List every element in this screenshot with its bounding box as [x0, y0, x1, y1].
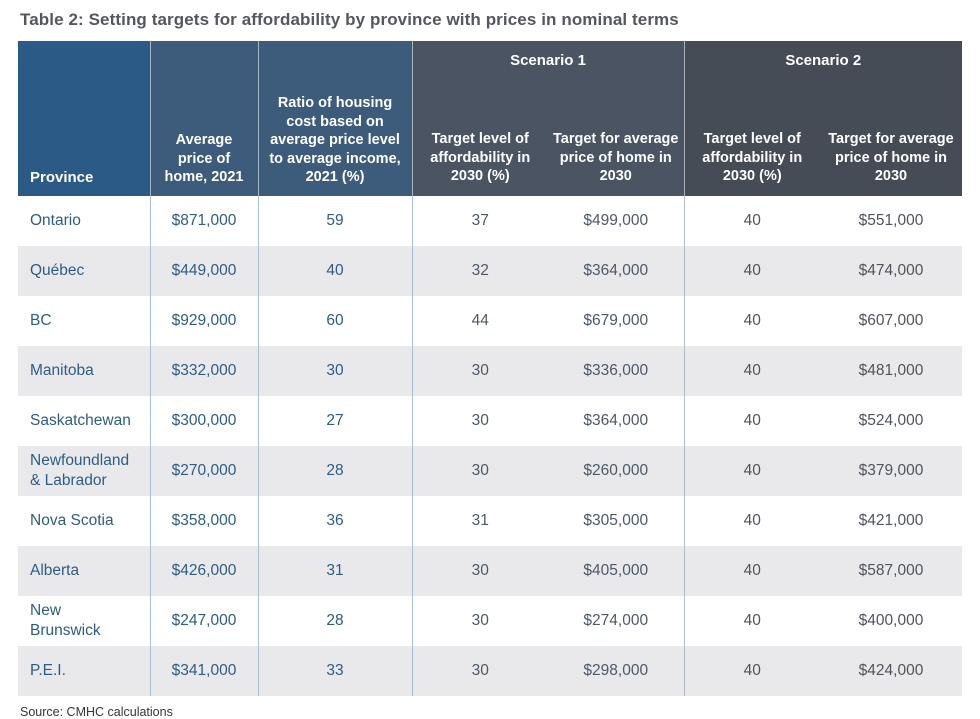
cell-s1-target-level: 37	[411, 196, 548, 246]
cell-s2-target-price: $379,000	[858, 462, 924, 479]
cell-province: BC	[30, 311, 52, 329]
group-header-scenario-1: Scenario 1	[411, 41, 684, 81]
cell-avg-price: $300,000	[149, 396, 258, 446]
table-row: BC $929,000 60 44 $679,000 40 $607,000	[18, 296, 962, 346]
cell-s2-target-level: 40	[683, 646, 820, 696]
source-note: Source: CMHC calculations	[20, 705, 173, 719]
cell-s1-target-price: $305,000	[583, 512, 649, 529]
table-row: New Brunswick $247,000 28 30 $274,000 40 $400,…	[18, 596, 962, 646]
column-header-s2-target-price: Target for average price of home in 2030	[820, 81, 962, 196]
column-header-ratio: Ratio of housing cost based on average p…	[257, 41, 412, 196]
table-row: Québec $449,000 40 32 $364,000 40 $474,000	[18, 246, 962, 296]
cell-s1-target-price: $274,000	[583, 612, 649, 629]
cell-s1-target-level: 30	[411, 346, 548, 396]
cell-ratio: 59	[257, 196, 412, 246]
table-body: Ontario $871,000 59 37 $499,000 40 $551,000 Qué…	[18, 196, 962, 696]
cell-ratio: 31	[257, 546, 412, 596]
cell-s2-target-price: $551,000	[858, 212, 924, 229]
table-row: Manitoba $332,000 30 30 $336,000 40 $481,000	[18, 346, 962, 396]
cell-ratio: 28	[257, 596, 412, 646]
table-row: Saskatchewan $300,000 27 30 $364,000 40 $524,0…	[18, 396, 962, 446]
cell-s1-target-level: 30	[411, 396, 548, 446]
cell-s1-target-level: 31	[411, 496, 548, 546]
cell-s1-target-level: 30	[411, 446, 548, 496]
cell-avg-price: $426,000	[149, 546, 258, 596]
group-header-scenario-2: Scenario 2	[683, 41, 962, 81]
table-row: Newfoundland & Labrador $270,000 28 30 $260,…	[18, 446, 962, 496]
cell-province: Nova Scotia	[30, 511, 114, 529]
cell-avg-price: $341,000	[149, 646, 258, 696]
cell-s2-target-level: 40	[683, 296, 820, 346]
cell-province: New Brunswick	[30, 601, 101, 639]
cell-avg-price: $871,000	[149, 196, 258, 246]
cell-s1-target-level: 30	[411, 646, 548, 696]
cell-s2-target-price: $424,000	[858, 662, 924, 679]
cell-ratio: 30	[257, 346, 412, 396]
cell-avg-price: $332,000	[149, 346, 258, 396]
cell-province: Saskatchewan	[30, 411, 131, 429]
cell-avg-price: $270,000	[149, 446, 258, 496]
cell-avg-price: $449,000	[149, 246, 258, 296]
cell-s2-target-level: 40	[683, 596, 820, 646]
cell-s2-target-price: $607,000	[858, 312, 924, 329]
cell-s1-target-level: 30	[411, 546, 548, 596]
column-header-s1-target-price: Target for average price of home in 2030	[548, 81, 684, 196]
cell-s2-target-price: $421,000	[858, 512, 924, 529]
cell-ratio: 40	[257, 246, 412, 296]
cell-s1-target-level: 30	[411, 596, 548, 646]
cell-province: Alberta	[30, 561, 80, 579]
cell-s2-target-price: $400,000	[858, 612, 924, 629]
column-header-avg-price: Average price of home, 2021	[149, 41, 258, 196]
cell-s1-target-price: $679,000	[583, 312, 649, 329]
cell-s1-target-price: $336,000	[583, 362, 649, 379]
cell-s1-target-price: $260,000	[583, 462, 649, 479]
cell-s2-target-price: $524,000	[858, 412, 924, 429]
column-header-s2-target-level: Target level of affordability in 2030 (%…	[683, 81, 820, 196]
table-row: Nova Scotia $358,000 36 31 $305,000 40 $421,00…	[18, 496, 962, 546]
column-header-province: Province	[18, 41, 150, 196]
cell-province: Manitoba	[30, 361, 94, 379]
cell-ratio: 36	[257, 496, 412, 546]
page-title: Table 2: Setting targets for affordabili…	[20, 10, 679, 29]
cell-s1-target-level: 44	[411, 296, 548, 346]
cell-province: Newfoundland & Labrador	[30, 451, 130, 489]
cell-province: Ontario	[30, 211, 81, 229]
cell-s2-target-price: $481,000	[858, 362, 924, 379]
cell-s1-target-level: 32	[411, 246, 548, 296]
cell-s2-target-price: $474,000	[858, 262, 924, 279]
cell-province: Québec	[30, 261, 85, 279]
cell-ratio: 33	[257, 646, 412, 696]
cell-avg-price: $358,000	[149, 496, 258, 546]
cell-ratio: 27	[257, 396, 412, 446]
cell-ratio: 60	[257, 296, 412, 346]
table-row: Alberta $426,000 31 30 $405,000 40 $587,000	[18, 546, 962, 596]
cell-s2-target-level: 40	[683, 196, 820, 246]
cell-ratio: 28	[257, 446, 412, 496]
cell-avg-price: $929,000	[149, 296, 258, 346]
cell-s2-target-level: 40	[683, 396, 820, 446]
cell-province: P.E.I.	[30, 661, 66, 679]
cell-s2-target-price: $587,000	[858, 562, 924, 579]
cell-s2-target-level: 40	[683, 246, 820, 296]
cell-s1-target-price: $405,000	[583, 562, 649, 579]
cell-s2-target-level: 40	[683, 546, 820, 596]
cell-s2-target-level: 40	[683, 496, 820, 546]
cell-s1-target-price: $499,000	[583, 212, 649, 229]
cell-s1-target-price: $364,000	[583, 262, 649, 279]
cell-s2-target-level: 40	[683, 346, 820, 396]
table-header: Province Average price of home, 2021 Rat…	[18, 41, 962, 196]
cell-s1-target-price: $364,000	[583, 412, 649, 429]
table-row: Ontario $871,000 59 37 $499,000 40 $551,000	[18, 196, 962, 246]
cell-avg-price: $247,000	[149, 596, 258, 646]
affordability-targets-table: Province Average price of home, 2021 Rat…	[18, 41, 962, 696]
cell-s2-target-level: 40	[683, 446, 820, 496]
cell-s1-target-price: $298,000	[583, 662, 649, 679]
column-header-s1-target-level: Target level of affordability in 2030 (%…	[411, 81, 548, 196]
table-row: P.E.I. $341,000 33 30 $298,000 40 $424,000	[18, 646, 962, 696]
